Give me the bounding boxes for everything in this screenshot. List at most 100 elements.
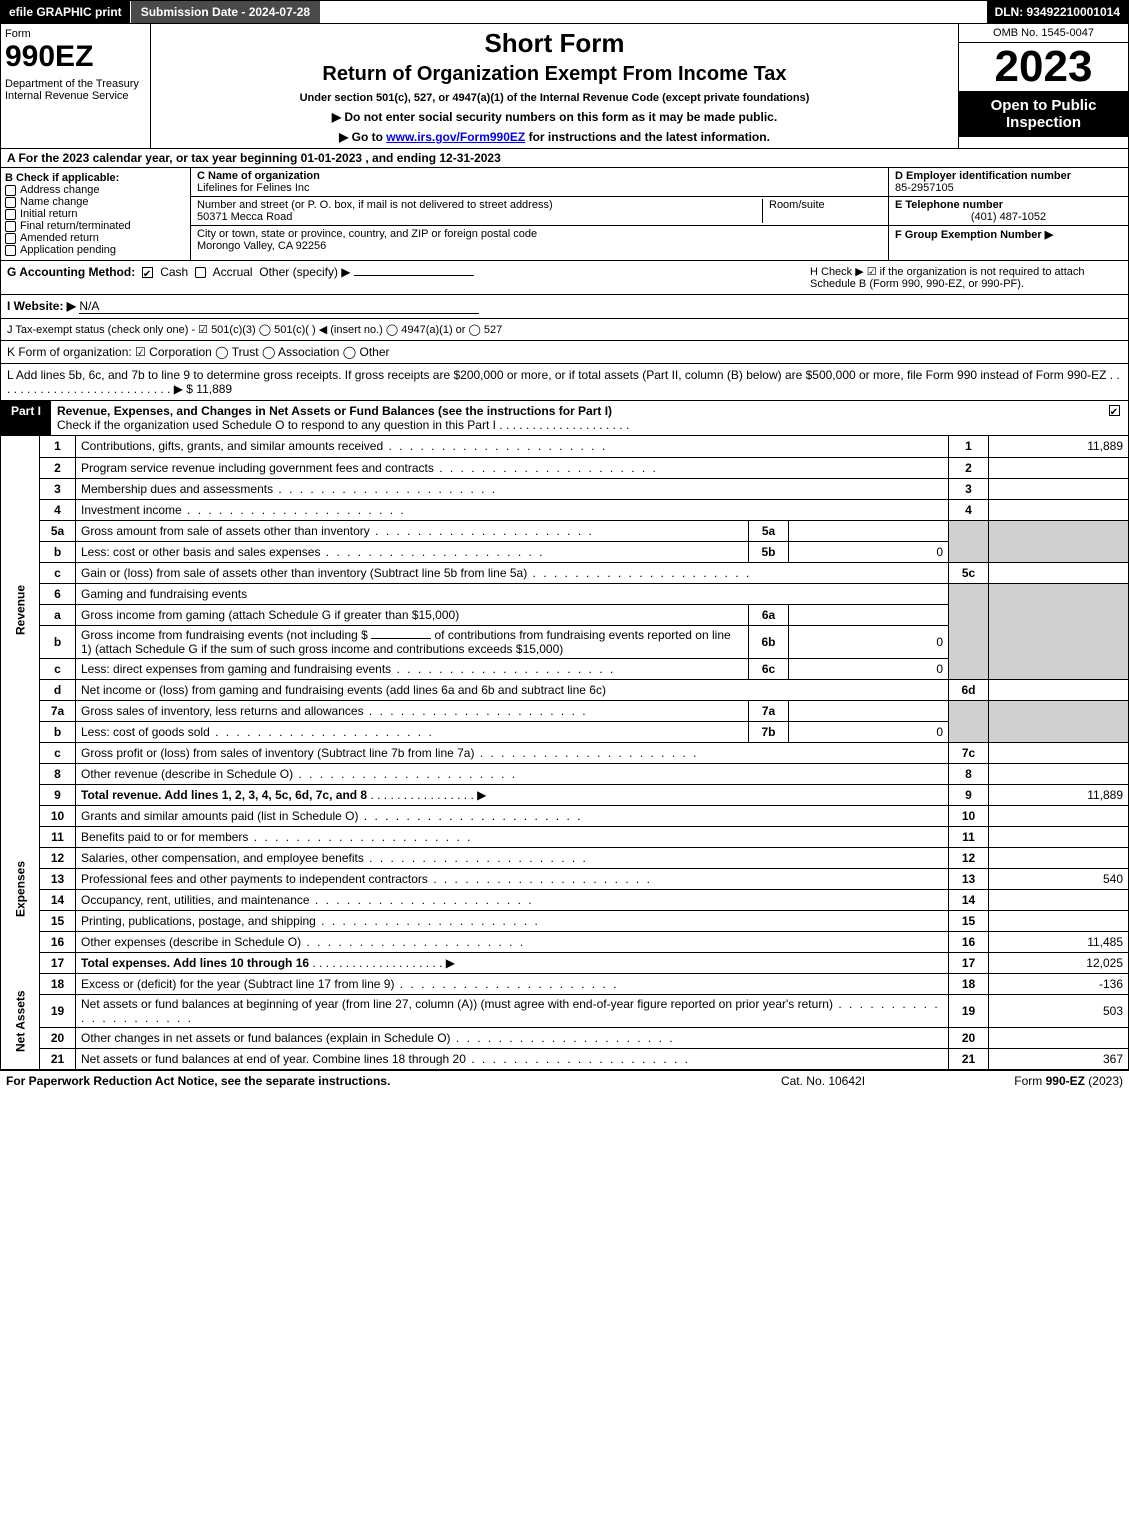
line-desc: Gaming and fundraising events (76, 583, 949, 604)
line-num: 7a (40, 700, 76, 721)
line-desc: Less: direct expenses from gaming and fu… (81, 662, 615, 676)
right-num: 12 (949, 847, 989, 868)
sub-num: 7b (749, 721, 789, 742)
line-num: 21 (40, 1048, 76, 1069)
tel-value: (401) 487-1052 (895, 211, 1122, 223)
right-num: 18 (949, 973, 989, 994)
line-9: 9 Total revenue. Add lines 1, 2, 3, 4, 5… (1, 784, 1129, 805)
open-public-badge: Open to Public Inspection (959, 91, 1128, 137)
chk-label: Application pending (20, 244, 116, 256)
section-c-org-info: C Name of organization Lifelines for Fel… (191, 168, 888, 260)
section-a-tax-year: A For the 2023 calendar year, or tax yea… (0, 149, 1129, 168)
line-desc: Gain or (loss) from sale of assets other… (81, 566, 751, 580)
right-val (989, 1027, 1129, 1048)
line-desc: Other changes in net assets or fund bala… (81, 1031, 675, 1045)
chk-final-return[interactable]: Final return/terminated (5, 220, 186, 232)
line-desc: Grants and similar amounts paid (list in… (81, 809, 582, 823)
submission-date: Submission Date - 2024-07-28 (131, 1, 321, 23)
line-num: 3 (40, 478, 76, 499)
line-desc: Net assets or fund balances at beginning… (81, 997, 940, 1025)
right-num: 11 (949, 826, 989, 847)
line-5c: c Gain or (loss) from sale of assets oth… (1, 562, 1129, 583)
sub-val: 0 (789, 658, 949, 679)
right-val: -136 (989, 973, 1129, 994)
right-num: 3 (949, 478, 989, 499)
line-num: c (40, 742, 76, 763)
line-num: 16 (40, 931, 76, 952)
right-val (989, 679, 1129, 700)
shaded-cell (949, 583, 989, 679)
line-num: 6 (40, 583, 76, 604)
shaded-cell (989, 520, 1129, 562)
line-8: 8 Other revenue (describe in Schedule O)… (1, 763, 1129, 784)
line-desc: Salaries, other compensation, and employ… (81, 851, 588, 865)
other-label: Other (specify) ▶ (259, 265, 350, 279)
netassets-side-label: Net Assets (1, 973, 40, 1069)
chk-label: Final return/terminated (20, 220, 131, 232)
other-specify-input[interactable] (354, 275, 474, 276)
line-num: 19 (40, 994, 76, 1027)
org-name: Lifelines for Felines Inc (197, 182, 882, 194)
year-block: OMB No. 1545-0047 2023 Open to Public In… (958, 24, 1128, 148)
short-form-title: Short Form (159, 28, 950, 59)
efile-print-button[interactable]: efile GRAPHIC print (1, 1, 131, 23)
line-7a: 7a Gross sales of inventory, less return… (1, 700, 1129, 721)
line-6d: d Net income or (loss) from gaming and f… (1, 679, 1129, 700)
chk-address-change[interactable]: Address change (5, 184, 186, 196)
accrual-label: Accrual (213, 265, 253, 279)
right-val (989, 499, 1129, 520)
line-num: 12 (40, 847, 76, 868)
chk-cash[interactable] (142, 267, 153, 278)
right-val: 11,889 (989, 784, 1129, 805)
i-label: I Website: ▶ (7, 299, 76, 313)
section-j-tax-status: J Tax-exempt status (check only one) - ☑… (0, 319, 1129, 341)
right-val (989, 562, 1129, 583)
right-num: 9 (949, 784, 989, 805)
part-i-checkbox[interactable] (1104, 401, 1128, 435)
chk-name-change[interactable]: Name change (5, 196, 186, 208)
line-19: 19 Net assets or fund balances at beginn… (1, 994, 1129, 1027)
section-d-ein: D Employer identification number 85-2957… (888, 168, 1128, 260)
line-desc: Contributions, gifts, grants, and simila… (81, 439, 607, 453)
chk-amended-return[interactable]: Amended return (5, 232, 186, 244)
right-num: 10 (949, 805, 989, 826)
line-desc: Program service revenue including govern… (81, 461, 658, 475)
line-num: 10 (40, 805, 76, 826)
chk-initial-return[interactable]: Initial return (5, 208, 186, 220)
sub-val: 0 (789, 541, 949, 562)
irs-link[interactable]: www.irs.gov/Form990EZ (386, 130, 525, 144)
section-k-org-form: K Form of organization: ☑ Corporation ◯ … (0, 341, 1129, 364)
chk-application-pending[interactable]: Application pending (5, 244, 186, 256)
chk-accrual[interactable] (195, 267, 206, 278)
line-num: d (40, 679, 76, 700)
right-val (989, 826, 1129, 847)
line-11: 11 Benefits paid to or for members 11 (1, 826, 1129, 847)
street-row: Number and street (or P. O. box, if mail… (191, 197, 888, 226)
line-13: 13 Professional fees and other payments … (1, 868, 1129, 889)
right-val (989, 910, 1129, 931)
right-val (989, 457, 1129, 478)
blank-amount (371, 638, 431, 639)
line-num: 5a (40, 520, 76, 541)
line-1: Revenue 1 Contributions, gifts, grants, … (1, 436, 1129, 457)
city-value: Morongo Valley, CA 92256 (197, 240, 537, 252)
line-6: 6 Gaming and fundraising events (1, 583, 1129, 604)
line-num: 13 (40, 868, 76, 889)
right-num: 16 (949, 931, 989, 952)
line-num: a (40, 604, 76, 625)
part-i-header: Part I Revenue, Expenses, and Changes in… (0, 401, 1129, 436)
paperwork-notice: For Paperwork Reduction Act Notice, see … (6, 1074, 723, 1088)
right-val: 11,485 (989, 931, 1129, 952)
line-desc: Other expenses (describe in Schedule O) (81, 935, 525, 949)
city-row: City or town, state or province, country… (191, 226, 888, 254)
line-num: c (40, 658, 76, 679)
spacer (321, 1, 986, 23)
l-text: L Add lines 5b, 6c, and 7b to line 9 to … (7, 368, 1120, 396)
line-3: 3 Membership dues and assessments 3 (1, 478, 1129, 499)
street-label: Number and street (or P. O. box, if mail… (197, 199, 762, 211)
right-val (989, 742, 1129, 763)
line-18: Net Assets 18 Excess or (deficit) for th… (1, 973, 1129, 994)
revenue-side-label: Revenue (1, 436, 40, 784)
right-num: 4 (949, 499, 989, 520)
line-num: 2 (40, 457, 76, 478)
